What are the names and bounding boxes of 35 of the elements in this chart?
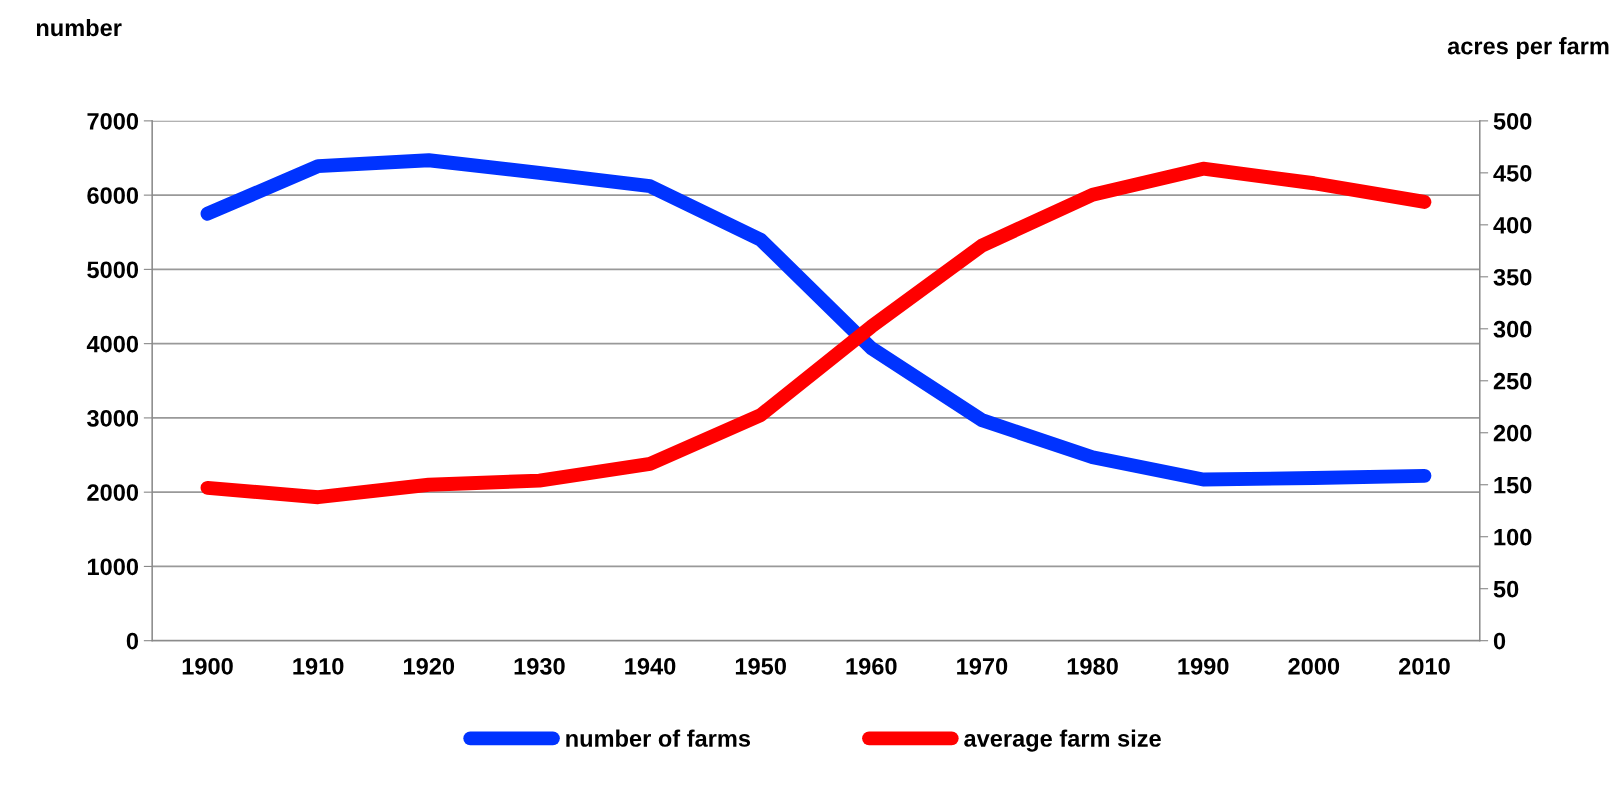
x-tick-label: 2010 [1399, 657, 1450, 675]
y2-tick-label: 50 [1493, 580, 1519, 598]
legend-label: average farm size [964, 729, 1161, 752]
y2-axis-title: acres per farm [1447, 37, 1609, 60]
y2-tick-label: 450 [1493, 164, 1532, 182]
x-tick-label: 2000 [1288, 657, 1340, 675]
legend-label: number of farms [566, 729, 751, 747]
x-tick-label: 1920 [403, 657, 455, 675]
x-tick-label: 1990 [1178, 657, 1229, 675]
y2-tick-label: 250 [1493, 372, 1532, 390]
y-axis-title: number [36, 18, 122, 37]
x-tick-label: 1910 [293, 657, 344, 675]
y-tick-label: 1000 [87, 558, 139, 576]
x-tick-label: 1970 [957, 657, 1008, 675]
y-tick-label: 3000 [87, 409, 139, 427]
y2-tick-label: 200 [1493, 424, 1532, 442]
y-tick-label: 7000 [87, 112, 139, 130]
x-tick-label: 1930 [514, 657, 565, 675]
x-tick-label: 1940 [625, 657, 676, 675]
y2-tick-label: 300 [1493, 320, 1532, 338]
x-tick-label: 1960 [846, 657, 897, 675]
y-tick-label: 0 [126, 632, 139, 650]
y-tick-label: 6000 [87, 187, 139, 204]
y2-tick-label: 400 [1493, 216, 1532, 234]
x-tick-label: 1980 [1067, 657, 1118, 675]
y-tick-label: 2000 [87, 484, 139, 501]
x-tick-label: 1900 [182, 657, 233, 675]
y-tick-label: 5000 [87, 261, 139, 279]
y2-tick-label: 350 [1493, 268, 1532, 286]
y2-tick-label: 0 [1493, 632, 1506, 650]
y-tick-label: 4000 [86, 335, 139, 353]
y2-tick-label: 100 [1494, 528, 1532, 546]
y2-tick-label: 150 [1494, 476, 1532, 494]
x-tick-label: 1950 [735, 657, 786, 675]
y2-tick-label: 500 [1493, 112, 1532, 130]
